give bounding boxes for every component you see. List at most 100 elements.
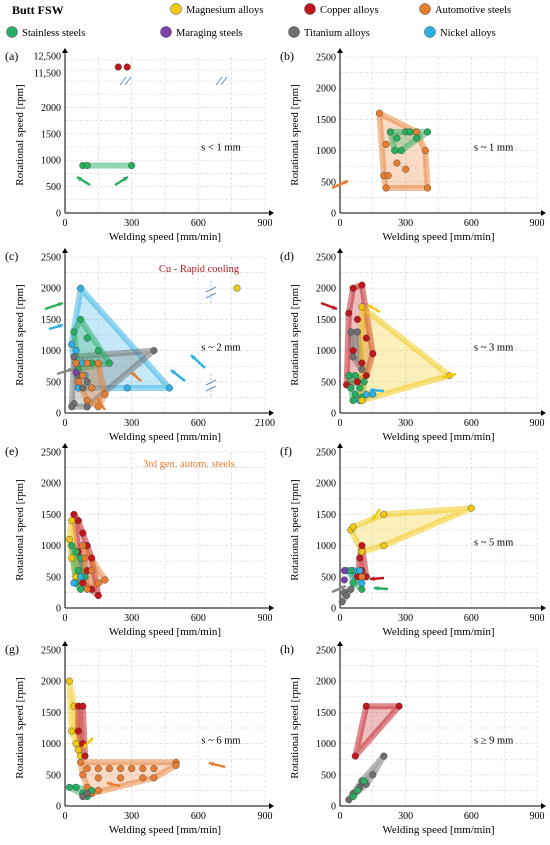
- y-tick-label: 1000: [316, 739, 336, 750]
- y-tick-label: 500: [321, 572, 336, 583]
- legend-item: Stainless steels: [6, 26, 85, 39]
- legend-marker: [419, 3, 431, 15]
- chart-panel: 0 500 1000 1500 2000 2500 0 300 600 900 Welding sp…: [280, 443, 546, 638]
- data-point: [393, 134, 401, 142]
- data-point: [467, 504, 475, 512]
- x-tick-label: 900: [530, 811, 545, 822]
- y-axis-label: Rotational speed [rpm]: [289, 284, 301, 385]
- data-point: [360, 378, 368, 386]
- data-point: [356, 554, 364, 562]
- legend-marker: [6, 26, 18, 38]
- y-tick-label: 2500: [316, 646, 336, 657]
- pointer-arrowhead: [451, 372, 456, 378]
- data-point: [358, 397, 366, 405]
- y-axis-label: Rotational speed [rpm]: [14, 479, 26, 580]
- data-point: [72, 740, 80, 748]
- legend-item: Maraging steels: [160, 26, 243, 39]
- data-point: [139, 765, 147, 773]
- y-tick-label: 2500: [41, 253, 61, 264]
- x-tick-label: 0: [63, 218, 68, 229]
- data-point: [94, 579, 102, 587]
- legend-marker: [424, 26, 436, 38]
- data-point: [68, 517, 76, 525]
- data-point: [172, 761, 180, 769]
- x-tick-label: 900: [258, 613, 273, 624]
- x-axis-arrow: [269, 210, 274, 216]
- data-point: [83, 765, 91, 773]
- legend-item: Magnesium alloys: [170, 3, 263, 16]
- axis-break-mark: [220, 76, 228, 86]
- y-tick-label: 1500: [41, 510, 61, 521]
- data-point: [349, 353, 357, 361]
- y-tick-label: 500: [46, 770, 61, 781]
- data-point: [347, 567, 355, 575]
- x-tick-label: 0: [338, 811, 343, 822]
- y-tick-label: 0: [331, 802, 336, 813]
- y-tick-label: 2000: [316, 284, 336, 295]
- y-axis-label: Rotational speed [rpm]: [14, 284, 26, 385]
- data-point: [83, 403, 91, 411]
- data-point: [413, 134, 421, 142]
- x-tick-label: 900: [530, 613, 545, 624]
- x-axis-label: Welding speed [mm/min]: [382, 824, 494, 836]
- chart-panel: 0 500 1000 1500 2000 2500 0 300 600 2100 Welding s…: [5, 248, 275, 443]
- data-point: [123, 63, 131, 71]
- x-axis-label: Welding speed [mm/min]: [382, 231, 494, 243]
- legend-marker: [304, 3, 316, 15]
- legend-item: Nickel alloys: [424, 26, 496, 39]
- x-axis-arrow: [269, 410, 274, 416]
- y-axis-arrow: [62, 248, 68, 253]
- y-tick-label: 0: [331, 604, 336, 615]
- data-point: [72, 359, 80, 367]
- y-tick-label: 500: [46, 182, 61, 193]
- x-tick-label: 600: [191, 218, 206, 229]
- legend-marker: [288, 26, 300, 38]
- legend-label: Magnesium alloys: [186, 5, 263, 16]
- panel-label: (f): [280, 444, 292, 458]
- data-point: [83, 161, 91, 169]
- data-point: [347, 585, 355, 593]
- x-tick-label: 600: [191, 811, 206, 822]
- legend-label: Nickel alloys: [440, 28, 496, 39]
- y-tick-label: 2500: [41, 448, 61, 459]
- x-tick-label: 0: [338, 418, 343, 429]
- data-point: [150, 347, 158, 355]
- pointer-arrowhead: [123, 177, 128, 182]
- legend-label: Automotive steels: [435, 5, 511, 16]
- y-tick-label: 1000: [316, 541, 336, 552]
- panel-note: Cu - Rapid cooling: [159, 264, 240, 275]
- legend-marker: [160, 26, 172, 38]
- data-point: [349, 523, 357, 531]
- data-point: [354, 378, 362, 386]
- data-point: [382, 184, 390, 192]
- data-point: [72, 347, 80, 355]
- x-tick-label: 300: [124, 218, 139, 229]
- data-point: [369, 350, 377, 358]
- data-point: [358, 303, 366, 311]
- pointer-arrowhead: [58, 302, 63, 307]
- y-tick-label: 1500: [41, 129, 61, 140]
- x-axis-arrow: [541, 803, 546, 809]
- y-tick-label: 1000: [41, 156, 61, 167]
- x-tick-label: 300: [398, 218, 413, 229]
- data-point: [386, 128, 394, 136]
- y-axis-arrow: [337, 248, 343, 253]
- data-point: [358, 281, 366, 289]
- y-tick-label: 1500: [316, 510, 336, 521]
- data-point: [68, 727, 76, 735]
- data-point: [349, 347, 357, 355]
- data-point: [340, 567, 348, 575]
- x-axis-label: Welding speed [mm/min]: [109, 431, 221, 443]
- data-point: [369, 390, 377, 398]
- panel-label: (d): [280, 249, 294, 263]
- data-point: [123, 384, 131, 392]
- data-point: [345, 309, 353, 317]
- axis-break-mark: [205, 292, 217, 299]
- legend-marker: [170, 3, 182, 15]
- pointer-arrowhead: [68, 368, 73, 373]
- data-point: [88, 554, 96, 562]
- data-point: [88, 567, 96, 575]
- thickness-annotation: s ~ 6 mm: [201, 736, 240, 747]
- data-point: [380, 510, 388, 518]
